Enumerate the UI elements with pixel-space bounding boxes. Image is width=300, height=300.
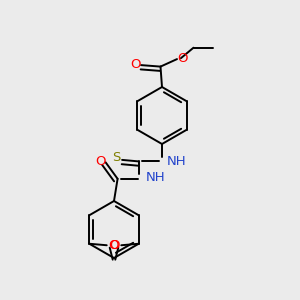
Text: NH: NH <box>146 171 165 184</box>
Text: O: O <box>130 58 141 71</box>
Text: S: S <box>112 151 120 164</box>
Text: NH: NH <box>167 155 186 168</box>
Text: O: O <box>177 52 188 65</box>
Text: O: O <box>95 155 106 168</box>
Text: O: O <box>109 239 120 252</box>
Text: O: O <box>108 239 119 252</box>
